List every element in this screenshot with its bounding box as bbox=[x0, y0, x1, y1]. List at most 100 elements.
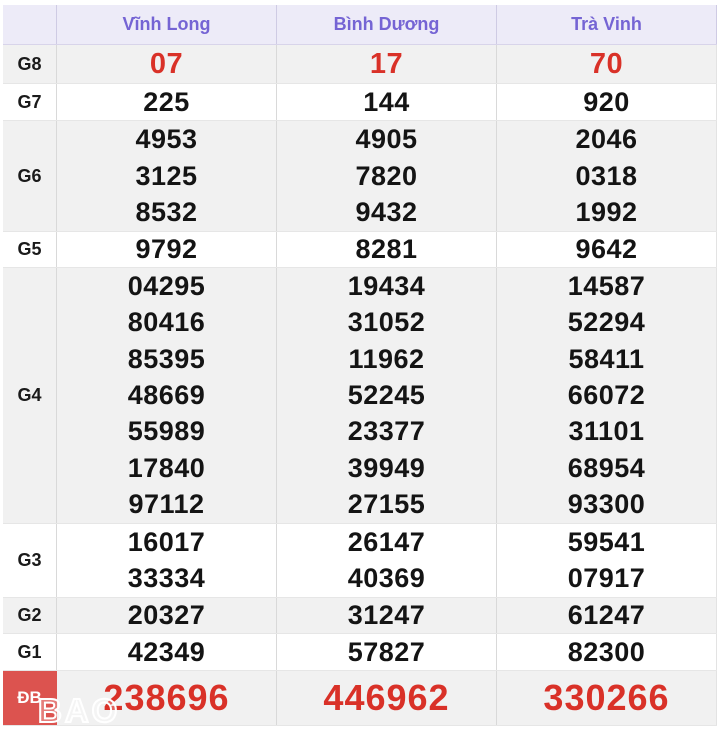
result-cell: 07 bbox=[57, 45, 277, 83]
prize-label-g3: G3 bbox=[3, 524, 57, 597]
result-number: 31052 bbox=[347, 307, 426, 338]
result-cell: 20327 bbox=[57, 598, 277, 633]
result-number: 11962 bbox=[348, 343, 425, 374]
result-number: 52245 bbox=[347, 379, 426, 410]
result-number: 31101 bbox=[568, 416, 645, 447]
row-g4: G4 04295 80416 85395 48669 55989 17840 9… bbox=[3, 268, 717, 524]
result-number: 55989 bbox=[127, 416, 206, 447]
result-cell: 70 bbox=[497, 45, 717, 83]
result-cell: 57827 bbox=[277, 634, 497, 670]
result-number: 2046 bbox=[575, 123, 638, 154]
result-cell: 9792 bbox=[57, 232, 277, 267]
result-cell: 4905 7820 9432 bbox=[277, 121, 497, 231]
result-number: 40369 bbox=[347, 563, 426, 594]
result-cell: 04295 80416 85395 48669 55989 17840 9711… bbox=[57, 268, 277, 523]
result-number: 58411 bbox=[568, 343, 645, 374]
result-cell: 16017 33334 bbox=[57, 524, 277, 597]
result-number: 57827 bbox=[347, 636, 426, 667]
prize-label-g7: G7 bbox=[3, 84, 57, 120]
result-number: 19434 bbox=[347, 270, 426, 301]
result-number: 33334 bbox=[127, 563, 206, 594]
row-db-special-prize: ĐB 238696 446962 330266 bbox=[3, 671, 717, 726]
result-number: 8532 bbox=[135, 197, 198, 228]
result-number: 97112 bbox=[128, 489, 205, 520]
row-g7: G7 225 144 920 bbox=[3, 84, 717, 121]
result-number: 39949 bbox=[347, 452, 426, 483]
result-cell: 26147 40369 bbox=[277, 524, 497, 597]
result-cell: 82300 bbox=[497, 634, 717, 670]
result-number: 23377 bbox=[347, 416, 426, 447]
result-cell: 446962 bbox=[277, 671, 497, 725]
header-province-binh-duong[interactable]: Bình Dương bbox=[277, 5, 497, 44]
header-province-vinh-long[interactable]: Vĩnh Long bbox=[57, 5, 277, 44]
result-number: 9642 bbox=[575, 234, 638, 264]
result-number: 66072 bbox=[567, 379, 646, 410]
result-cell: 17 bbox=[277, 45, 497, 83]
prize-label-g4: G4 bbox=[3, 268, 57, 523]
result-cell: 31247 bbox=[277, 598, 497, 633]
header-province-tra-vinh[interactable]: Trà Vinh bbox=[497, 5, 717, 44]
row-g8: G8 07 17 70 bbox=[3, 45, 717, 84]
prize-label-g6: G6 bbox=[3, 121, 57, 231]
result-cell: 4953 3125 8532 bbox=[57, 121, 277, 231]
result-number: 8281 bbox=[355, 234, 418, 264]
result-number: 52294 bbox=[567, 307, 646, 338]
result-number: 446962 bbox=[323, 677, 450, 718]
result-number: 144 bbox=[363, 86, 410, 117]
result-cell: 8281 bbox=[277, 232, 497, 267]
result-cell: 144 bbox=[277, 84, 497, 120]
row-g3: G3 16017 33334 26147 40369 59541 07917 bbox=[3, 524, 717, 598]
result-number: 27155 bbox=[347, 489, 426, 520]
row-g6: G6 4953 3125 8532 4905 7820 9432 2046 03… bbox=[3, 121, 717, 232]
row-g1: G1 42349 57827 82300 bbox=[3, 634, 717, 671]
result-cell: 920 bbox=[497, 84, 717, 120]
result-number: 225 bbox=[143, 86, 190, 117]
result-cell: 225 bbox=[57, 84, 277, 120]
result-number: 16017 bbox=[127, 526, 206, 557]
row-g5: G5 9792 8281 9642 bbox=[3, 232, 717, 268]
results-table: Vĩnh Long Bình Dương Trà Vinh G8 07 17 7… bbox=[3, 5, 717, 726]
prize-label-g1: G1 bbox=[3, 634, 57, 670]
result-number: 93300 bbox=[567, 489, 646, 520]
result-cell: 19434 31052 11962 52245 23377 39949 2715… bbox=[277, 268, 497, 523]
result-number: 26147 bbox=[347, 526, 426, 557]
result-cell: 42349 bbox=[57, 634, 277, 670]
result-number: 3125 bbox=[135, 160, 198, 191]
result-number: 17 bbox=[369, 47, 404, 80]
prize-label-g2: G2 bbox=[3, 598, 57, 633]
result-number: 85395 bbox=[127, 343, 206, 374]
result-number: 7820 bbox=[355, 160, 418, 191]
result-number: 14587 bbox=[567, 270, 646, 301]
result-number: 0318 bbox=[575, 160, 638, 191]
result-cell: 59541 07917 bbox=[497, 524, 717, 597]
result-number: 07 bbox=[149, 47, 184, 80]
result-number: 07917 bbox=[567, 563, 646, 594]
result-number: 4905 bbox=[355, 123, 418, 154]
result-cell: 9642 bbox=[497, 232, 717, 267]
row-g2: G2 20327 31247 61247 bbox=[3, 598, 717, 634]
result-number: 17840 bbox=[127, 452, 206, 483]
result-number: 1992 bbox=[575, 197, 638, 228]
header-row: Vĩnh Long Bình Dương Trà Vinh bbox=[3, 5, 717, 45]
result-number: 238696 bbox=[103, 677, 230, 718]
result-number: 920 bbox=[583, 86, 630, 117]
result-number: 4953 bbox=[135, 123, 198, 154]
result-number: 80416 bbox=[127, 307, 206, 338]
result-number: 70 bbox=[589, 47, 624, 80]
result-number: 42349 bbox=[127, 636, 206, 667]
result-cell: 2046 0318 1992 bbox=[497, 121, 717, 231]
result-number: 04295 bbox=[127, 270, 206, 301]
prize-label-g5: G5 bbox=[3, 232, 57, 267]
result-number: 82300 bbox=[567, 636, 646, 667]
result-cell: 238696 bbox=[57, 671, 277, 725]
header-corner-cell bbox=[3, 5, 57, 44]
result-number: 68954 bbox=[567, 452, 646, 483]
result-number: 48669 bbox=[127, 379, 206, 410]
result-number: 31247 bbox=[347, 600, 426, 630]
result-cell: 14587 52294 58411 66072 31101 68954 9330… bbox=[497, 268, 717, 523]
result-number: 59541 bbox=[567, 526, 646, 557]
result-cell: 61247 bbox=[497, 598, 717, 633]
result-number: 330266 bbox=[543, 677, 670, 718]
result-number: 20327 bbox=[127, 600, 206, 630]
